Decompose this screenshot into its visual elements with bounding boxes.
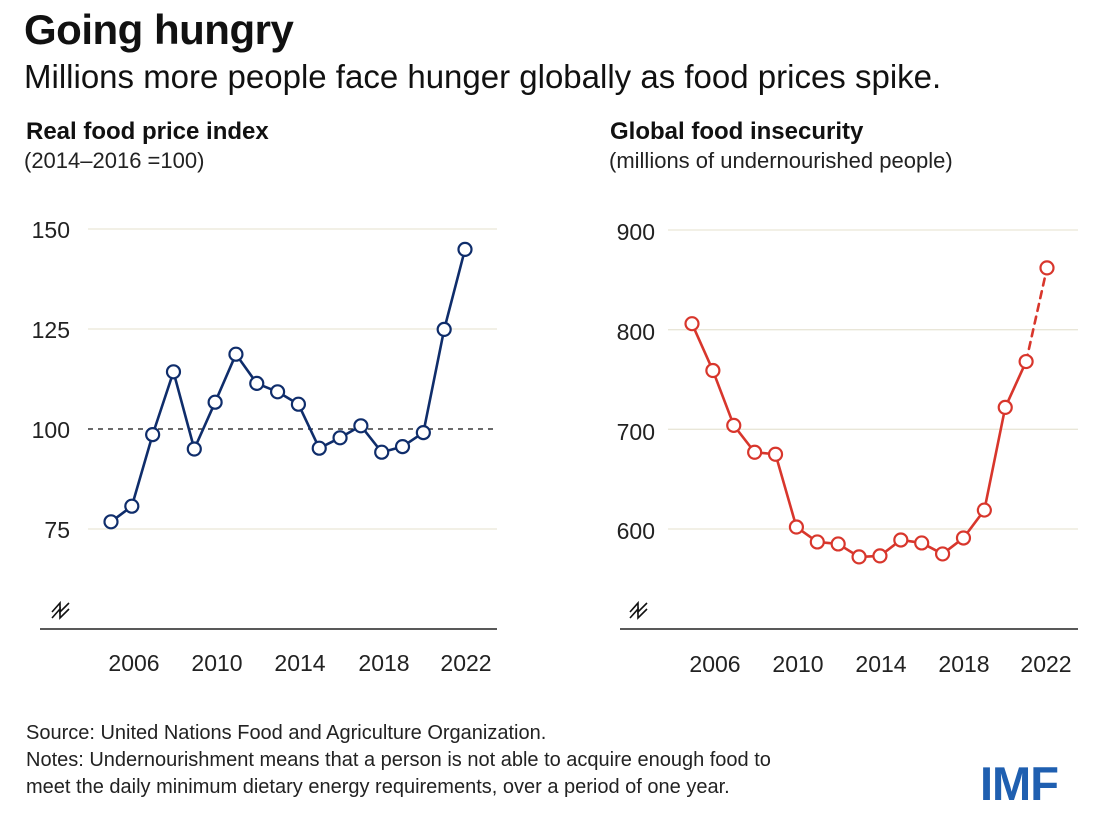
page-subtitle: Millions more people face hunger globall… [24, 58, 942, 95]
left-xtick-label: 2018 [358, 650, 409, 676]
left-ytick-label: 125 [32, 317, 70, 343]
right-xtick-label: 2022 [1020, 651, 1071, 677]
left-data-point [249, 375, 265, 391]
left-y-ticks: 150 125 100 75 [32, 217, 70, 543]
left-chart-title: Real food price index [26, 118, 269, 145]
left-chart: 150 125 100 75 2006 2010 2014 2018 2022 [32, 217, 497, 676]
right-series-segment [983, 406, 1007, 512]
right-data-point [872, 548, 888, 564]
right-axis-break-icon [629, 600, 648, 620]
left-data-point [415, 425, 431, 441]
left-ytick-label: 75 [44, 517, 70, 543]
right-break-mark [629, 600, 648, 614]
left-series-segment [422, 328, 446, 434]
right-ytick-label: 900 [617, 219, 655, 245]
left-data-point [165, 364, 182, 380]
right-series-segment [690, 322, 715, 372]
right-ytick-label: 600 [617, 518, 655, 544]
right-series [684, 260, 1055, 565]
left-series [103, 241, 473, 530]
left-series-segment [130, 433, 154, 508]
left-xtick-label: 2022 [440, 650, 491, 676]
right-ytick-label: 800 [617, 319, 655, 345]
right-data-point [997, 399, 1013, 416]
left-data-point [145, 427, 161, 443]
left-axis-break-icon [51, 600, 70, 620]
right-data-point [747, 444, 763, 460]
right-data-point [851, 549, 867, 565]
notes-line-2: meet the daily minimum dietary energy re… [26, 776, 730, 798]
right-data-point [976, 502, 992, 518]
left-series-segment [192, 400, 217, 451]
left-data-point [207, 394, 223, 410]
right-xtick-label: 2014 [855, 651, 906, 677]
right-series-segment [774, 452, 798, 529]
left-data-point [103, 514, 119, 530]
right-data-point [788, 519, 805, 535]
left-data-point [228, 346, 244, 362]
right-data-point [955, 530, 972, 546]
right-data-point [893, 532, 909, 548]
left-data-point [353, 418, 369, 434]
left-series-segment [151, 370, 175, 436]
right-data-point [726, 417, 742, 433]
right-ytick-label: 700 [617, 419, 655, 445]
left-x-ticks: 2006 2010 2014 2018 2022 [108, 650, 491, 676]
right-break-mark [629, 606, 648, 620]
right-data-point [705, 362, 721, 379]
left-series-segment [442, 248, 467, 331]
left-chart-subtitle: (2014–2016 =100) [24, 148, 205, 173]
right-data-point [767, 446, 784, 462]
right-data-point [934, 546, 951, 562]
left-data-point [332, 430, 348, 446]
left-data-point [186, 441, 202, 457]
right-chart-title: Global food insecurity [610, 118, 864, 145]
right-data-point [1018, 353, 1034, 370]
left-data-point [457, 241, 473, 257]
right-x-ticks: 2006 2010 2014 2018 2022 [689, 651, 1071, 677]
left-data-point [436, 321, 452, 337]
source-note: Source: United Nations Food and Agricult… [26, 722, 547, 744]
left-ytick-label: 150 [32, 217, 70, 243]
right-chart: 900 800 700 600 2006 2010 2014 2018 2022 [617, 219, 1078, 677]
right-data-point [809, 534, 825, 550]
right-xtick-label: 2018 [938, 651, 989, 677]
left-series-segment [172, 370, 196, 451]
left-xtick-label: 2010 [191, 650, 242, 676]
left-data-point [269, 384, 286, 400]
left-xtick-label: 2006 [108, 650, 159, 676]
right-data-point [1039, 260, 1055, 276]
right-data-point [914, 535, 930, 551]
notes-line-1: Notes: Undernourishment means that a per… [26, 749, 771, 771]
right-chart-subtitle: (millions of undernourished people) [609, 148, 953, 173]
right-grid [620, 229, 1078, 630]
left-ytick-label: 100 [32, 417, 70, 443]
left-data-point [124, 498, 140, 514]
left-data-point [374, 444, 390, 460]
right-xtick-label: 2010 [772, 651, 823, 677]
left-data-point [394, 439, 411, 455]
page-title: Going hungry [24, 6, 294, 53]
right-data-point [684, 316, 700, 332]
left-data-point [290, 396, 307, 412]
left-data-point [311, 440, 327, 456]
left-break-mark [51, 606, 70, 620]
right-series-segment [711, 369, 736, 427]
right-series-segment [1003, 360, 1028, 409]
right-y-ticks: 900 800 700 600 [617, 219, 655, 544]
left-break-mark [51, 600, 70, 614]
right-xtick-label: 2006 [689, 651, 740, 677]
right-series-segment [1024, 266, 1049, 363]
left-xtick-label: 2014 [274, 650, 325, 676]
imf-logo: IMF [980, 757, 1059, 810]
right-data-point [830, 536, 846, 552]
left-series-segment [297, 402, 321, 450]
left-series-segment [213, 352, 238, 404]
